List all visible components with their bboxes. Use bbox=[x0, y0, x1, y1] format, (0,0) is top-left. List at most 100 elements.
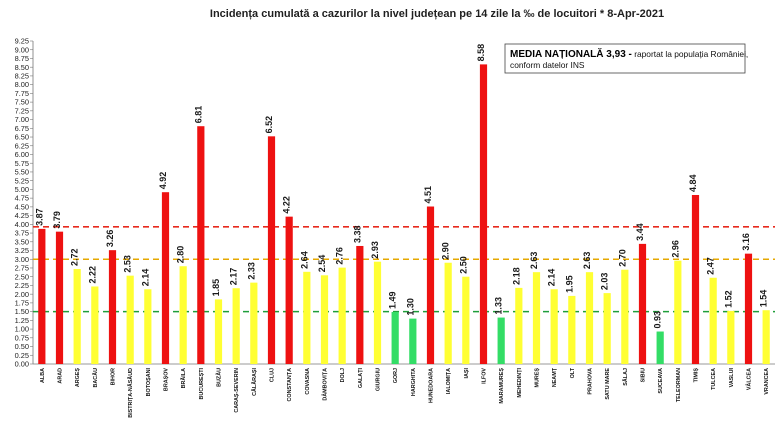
bar bbox=[232, 288, 240, 364]
y-tick-label: 4.25 bbox=[15, 211, 29, 220]
category-label: VÂLCEA bbox=[746, 368, 753, 390]
y-tick-label: 5.75 bbox=[15, 159, 29, 168]
bar bbox=[303, 271, 311, 364]
y-tick-label: 0.75 bbox=[15, 333, 29, 342]
bar-value-label: 1.85 bbox=[211, 279, 221, 297]
category-label: TELEORMAN bbox=[676, 368, 682, 402]
bar bbox=[73, 269, 81, 364]
bar bbox=[585, 272, 594, 364]
bar-value-label: 1.95 bbox=[564, 275, 574, 293]
y-tick-label: 7.50 bbox=[15, 98, 29, 107]
bar bbox=[709, 277, 717, 364]
bar-value-label: 2.17 bbox=[229, 268, 239, 286]
category-label: SATU MARE bbox=[605, 368, 611, 400]
category-label: MEHEDINȚI bbox=[517, 368, 523, 398]
bar bbox=[179, 266, 187, 364]
bar-value-label: 1.33 bbox=[494, 297, 504, 315]
bar bbox=[126, 275, 134, 364]
y-tick-label: 7.00 bbox=[15, 115, 29, 124]
category-label: TIMIȘ bbox=[694, 368, 700, 383]
category-label: DOLJ bbox=[340, 368, 346, 382]
bar-value-label: 2.70 bbox=[617, 249, 627, 267]
category-label: BRAȘOV bbox=[164, 368, 170, 391]
bar-value-label: 3.44 bbox=[635, 223, 645, 241]
bar bbox=[691, 194, 700, 364]
y-tick-label: 1.25 bbox=[15, 316, 29, 325]
bar bbox=[532, 272, 541, 364]
threshold-lines bbox=[33, 225, 775, 313]
category-label: BUCUREȘTI bbox=[199, 368, 205, 400]
y-tick-label: 5.00 bbox=[15, 185, 29, 194]
category-label: GALAȚI bbox=[358, 367, 364, 388]
category-label: NEAMȚ bbox=[552, 367, 558, 387]
bar bbox=[250, 282, 258, 364]
y-tick-label: 3.25 bbox=[15, 246, 29, 255]
y-tick-label: 2.00 bbox=[15, 290, 29, 299]
bar bbox=[161, 192, 170, 364]
bar-value-label: 1.54 bbox=[759, 290, 769, 308]
y-tick-label: 3.00 bbox=[15, 255, 29, 264]
category-label: CARAȘ-SEVERIN bbox=[234, 368, 240, 413]
y-tick-label: 5.25 bbox=[15, 176, 29, 185]
category-label: MARAMUREȘ bbox=[499, 368, 505, 404]
y-tick-label: 9.25 bbox=[15, 37, 29, 46]
bar bbox=[727, 310, 735, 364]
bar bbox=[144, 289, 152, 364]
category-label: BOTOȘANI bbox=[146, 368, 152, 397]
bar bbox=[603, 293, 611, 364]
category-label: GIURGIU bbox=[376, 368, 382, 391]
bar bbox=[744, 253, 753, 364]
category-label: ARAD bbox=[58, 368, 64, 384]
y-tick-label: 7.75 bbox=[15, 89, 29, 98]
y-tick-label: 2.25 bbox=[15, 281, 29, 290]
bar bbox=[197, 126, 205, 364]
bar-value-label: 2.93 bbox=[370, 241, 380, 259]
national-average-box: MEDIA NAȚIONALĂ 3,93 - raportat la popul… bbox=[504, 43, 748, 74]
bar-value-label: 2.64 bbox=[299, 251, 309, 269]
bar-value-label: 3.38 bbox=[352, 225, 362, 243]
bar-value-label: 4.84 bbox=[688, 174, 698, 192]
bar bbox=[462, 276, 470, 364]
bar bbox=[338, 267, 346, 364]
annotation-line-1: MEDIA NAȚIONALĂ 3,93 - raportat la popul… bbox=[510, 47, 748, 60]
category-label: IALOMIȚA bbox=[446, 368, 452, 394]
y-tick-label: 0.50 bbox=[15, 342, 29, 351]
bar-value-label: 2.96 bbox=[670, 240, 680, 258]
bar bbox=[38, 228, 46, 364]
bar-value-label: 2.03 bbox=[600, 273, 610, 291]
y-tick-label: 8.75 bbox=[15, 54, 29, 63]
category-label: SIBIU bbox=[641, 368, 647, 382]
y-tick-label: 7.25 bbox=[15, 106, 29, 115]
bar bbox=[621, 269, 629, 364]
category-label: ARGEȘ bbox=[75, 368, 81, 388]
bar-value-label: 2.50 bbox=[458, 256, 468, 274]
category-label: BISTRIȚA-NĂSĂUD bbox=[127, 368, 134, 418]
bar-value-label: 8.58 bbox=[476, 44, 486, 62]
y-tick-label: 0.25 bbox=[15, 351, 29, 360]
bar bbox=[91, 286, 99, 364]
bar-value-label: 3.87 bbox=[34, 208, 44, 226]
bar bbox=[656, 331, 664, 364]
category-label: MUREȘ bbox=[535, 368, 541, 388]
bar-value-label: 1.30 bbox=[405, 298, 415, 316]
annotation-bold: MEDIA NAȚIONALĂ 3,93 - bbox=[510, 47, 632, 60]
bar-value-label: 6.52 bbox=[264, 116, 274, 134]
category-label: VASLUI bbox=[729, 368, 735, 388]
y-tick-label: 3.75 bbox=[15, 229, 29, 238]
bar bbox=[479, 64, 488, 364]
y-tick-label: 6.00 bbox=[15, 150, 29, 159]
bar bbox=[214, 299, 223, 364]
category-label: PRAHOVA bbox=[588, 368, 594, 395]
y-tick-label: 8.50 bbox=[15, 63, 29, 72]
y-tick-label: 1.00 bbox=[15, 325, 29, 334]
bar-value-label: 1.49 bbox=[388, 291, 398, 309]
bar-value-label: 4.22 bbox=[282, 196, 292, 214]
bar bbox=[356, 245, 364, 364]
bars-group bbox=[38, 64, 770, 364]
bar bbox=[638, 243, 647, 364]
bar bbox=[391, 311, 399, 364]
y-tick-label: 2.50 bbox=[15, 272, 29, 281]
category-label: HARGHITA bbox=[411, 368, 417, 396]
bar-value-label: 2.76 bbox=[335, 247, 345, 265]
